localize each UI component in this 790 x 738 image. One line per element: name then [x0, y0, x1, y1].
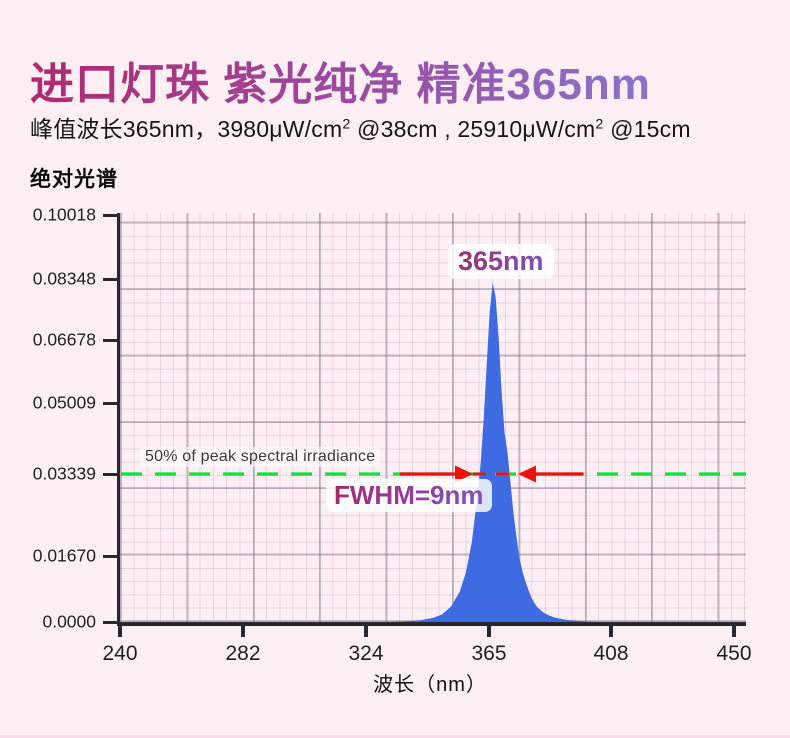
fwhm-label: FWHM=9nm	[326, 479, 492, 512]
y-tick-label: 0.10018	[32, 204, 96, 225]
half-max-note: 50% of peak spectral irradiance	[140, 447, 381, 467]
subtitle: 峰值波长365nm，3980μW/cm2 @38cm , 25910μW/cm2…	[30, 110, 691, 144]
subtitle-sup2: 2	[595, 116, 604, 133]
subtitle-sup1: 2	[342, 116, 351, 133]
y-tick-label: 0.0000	[42, 611, 96, 632]
fwhm-left-arrowhead-icon	[455, 465, 473, 483]
x-tick-label: 282	[225, 642, 261, 665]
peak-label-background	[448, 244, 554, 279]
subtitle-part3: @15cm	[603, 116, 691, 142]
y-tick-label: 0.08348	[32, 268, 96, 289]
chart-section-label: 绝对光谱	[30, 168, 118, 191]
y-tick-mark	[103, 214, 117, 217]
y-tick-mark	[103, 402, 117, 405]
peak-wavelength-label: 365nm	[448, 244, 554, 279]
x-tick-mark	[118, 626, 122, 637]
y-tick-label: 0.05009	[32, 392, 96, 413]
x-tick-label: 408	[593, 642, 629, 665]
bottom-edge-strip	[0, 735, 790, 738]
y-tick-mark	[103, 555, 117, 558]
x-tick-mark	[364, 626, 368, 637]
page-title: 进口灯珠 紫光纯净 精准365nm	[30, 48, 651, 112]
subtitle-part2: @38cm , 25910μW/cm	[350, 116, 596, 142]
plot-area: 50% of peak spectral irradiance FWHM=9nm…	[33, 205, 752, 666]
y-tick-label: 0.03339	[32, 463, 96, 484]
x-tick-mark	[609, 626, 613, 637]
x-tick-label: 450	[716, 642, 752, 665]
x-tick-label: 324	[348, 642, 384, 665]
x-tick-label: 240	[102, 642, 138, 665]
x-tick-label: 365	[471, 642, 507, 665]
x-axis-title: 波长（nm）	[373, 674, 487, 696]
fwhm-right-arrowhead-icon	[518, 465, 536, 483]
x-tick-mark	[487, 626, 491, 637]
y-tick-mark	[103, 278, 117, 281]
y-tick-mark	[103, 621, 117, 624]
x-tick-mark	[241, 626, 245, 637]
subtitle-part1: 峰值波长365nm，3980μW/cm	[30, 116, 343, 142]
y-tick-label: 0.06678	[32, 329, 96, 350]
fwhm-label-background	[326, 479, 492, 512]
x-tick-mark	[732, 626, 736, 637]
spectrum-curve-svg	[120, 283, 746, 622]
y-tick-mark	[103, 473, 117, 476]
y-tick-label: 0.01670	[32, 545, 96, 566]
y-tick-mark	[103, 339, 117, 342]
